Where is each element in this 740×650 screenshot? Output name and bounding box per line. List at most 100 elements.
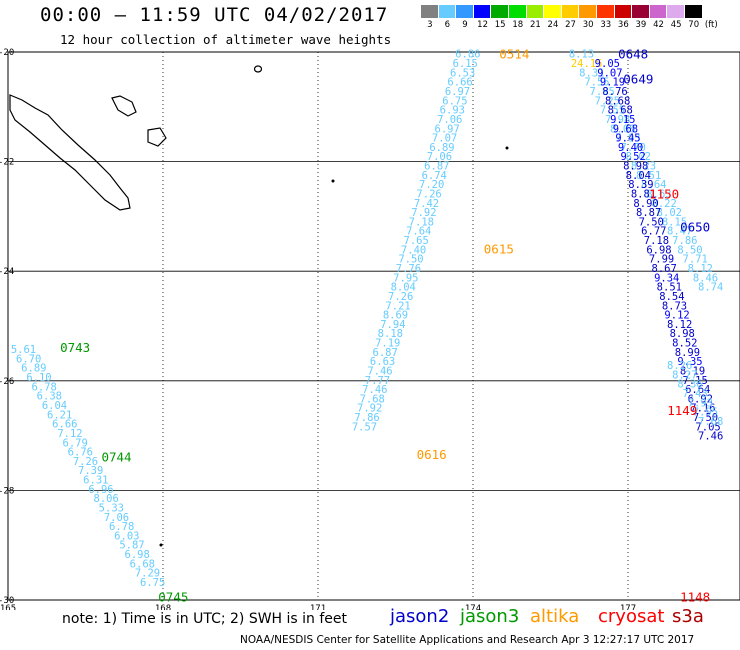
pass-time-label: 1150 bbox=[649, 186, 679, 201]
swh-value: 8.69 bbox=[383, 310, 408, 322]
x-tick-label: 171 bbox=[310, 604, 326, 610]
swh-value: 6.66 bbox=[52, 419, 77, 431]
legend-altika: altika bbox=[530, 606, 580, 627]
legend-swatch bbox=[579, 5, 597, 18]
swh-value: 7.26 bbox=[416, 188, 441, 200]
legend-swatch-label: 36 bbox=[617, 20, 629, 30]
swh-value: 7.68 bbox=[360, 393, 385, 405]
swh-value: 6.68 bbox=[130, 558, 155, 570]
swh-value: 6.66 bbox=[447, 77, 472, 89]
swh-value: 7.86 bbox=[672, 235, 697, 247]
swh-value: 7.16 bbox=[690, 403, 715, 415]
swh-value: 9.34 bbox=[654, 272, 679, 284]
pass-time-label: 0743 bbox=[60, 340, 90, 355]
swh-value: 7.76 bbox=[396, 263, 421, 275]
swh-value: 6.97 bbox=[445, 86, 470, 98]
legend-swatch bbox=[438, 5, 457, 18]
swh-value: 7.55 bbox=[584, 77, 609, 89]
pass-time-label: 0648 bbox=[618, 47, 648, 62]
pass-time-label: 0615 bbox=[484, 241, 514, 256]
legend-swatch-label: 6 bbox=[444, 20, 451, 30]
swh-value: 8.74 bbox=[698, 282, 723, 294]
legend-s3a: s3a bbox=[672, 606, 704, 627]
swh-value: 8.06 bbox=[94, 493, 119, 505]
swh-value: 8.81 bbox=[631, 188, 656, 200]
swh-value: 7.93 bbox=[615, 133, 640, 145]
swh-value: 7.07 bbox=[432, 133, 457, 145]
swh-value: 7.55 bbox=[600, 105, 625, 117]
swh-value: 8.90 bbox=[633, 198, 658, 210]
swh-value: 7.15 bbox=[683, 375, 708, 387]
swh-value: 8.54 bbox=[659, 291, 684, 303]
swh-value: 7.86 bbox=[354, 412, 379, 424]
swh-value: 7.25 bbox=[595, 95, 620, 107]
legend-swatch bbox=[544, 5, 562, 18]
swh-value: 8.47 bbox=[667, 226, 692, 238]
legend-swatch-label: 70 bbox=[688, 20, 700, 30]
island-dot bbox=[331, 179, 335, 183]
swh-value: 7.68 bbox=[698, 416, 723, 428]
legend-swatch-label: 45 bbox=[670, 20, 682, 30]
swh-value: 7.99 bbox=[649, 254, 674, 266]
swh-value: 8.63 bbox=[646, 188, 671, 200]
swh-value: 8.68 bbox=[608, 105, 633, 117]
legend-swatch-label: 30 bbox=[582, 20, 594, 30]
island-outline bbox=[253, 65, 263, 73]
swh-value: 6.53 bbox=[450, 67, 475, 79]
swh-value: 7.43 bbox=[683, 388, 708, 400]
swh-value: 7.46 bbox=[362, 384, 387, 396]
swh-value: 6.15 bbox=[453, 58, 478, 70]
swh-value: 8.26 bbox=[667, 360, 692, 372]
swh-value: 7.92 bbox=[411, 207, 436, 219]
swh-value: 7.06 bbox=[437, 114, 462, 126]
legend-swatch bbox=[456, 5, 474, 18]
swh-value: 8.51 bbox=[657, 282, 682, 294]
legend-swatch-label: 39 bbox=[635, 20, 647, 30]
pass-time-label: 0744 bbox=[101, 450, 131, 465]
swh-value: 8.04 bbox=[626, 170, 651, 182]
swh-value: 6.70 bbox=[16, 353, 41, 365]
swh-value: 6.64 bbox=[685, 384, 710, 396]
swh-value: 6.79 bbox=[63, 437, 88, 449]
x-tick-label: 177 bbox=[620, 604, 636, 610]
swh-value: 8.19 bbox=[680, 365, 705, 377]
swh-value: 7.50 bbox=[639, 216, 664, 228]
swh-value: 8.12 bbox=[688, 263, 713, 275]
pass-time-label: 0514 bbox=[499, 47, 529, 62]
legend-swatch-label: 9 bbox=[462, 20, 468, 30]
y-tick-label: -20 bbox=[0, 48, 14, 58]
swh-value: 7.06 bbox=[104, 512, 129, 524]
legend-jason2: jason2 bbox=[390, 606, 450, 627]
legend-cryosat: cryosat bbox=[598, 606, 665, 627]
swh-value: 8.18 bbox=[378, 328, 403, 340]
swh-value: 7.39 bbox=[78, 465, 103, 477]
legend-swatches bbox=[421, 5, 720, 18]
swh-value: 8.13 bbox=[569, 49, 594, 61]
swh-value: 8.22 bbox=[652, 198, 677, 210]
swh-value: 24.15 bbox=[571, 58, 603, 70]
swh-value: 9.15 bbox=[610, 114, 635, 126]
y-tick-label: -22 bbox=[0, 158, 14, 168]
swh-value: 7.12 bbox=[57, 428, 82, 440]
swh-value: 8.98 bbox=[623, 161, 648, 173]
swh-value: 6.75 bbox=[140, 577, 165, 589]
swh-value: 7.18 bbox=[644, 235, 669, 247]
swh-value: 8.23 bbox=[631, 161, 656, 173]
swh-value: 7.21 bbox=[385, 300, 410, 312]
swh-value: 6.89 bbox=[429, 142, 454, 154]
legend-swatch bbox=[596, 5, 615, 18]
swh-value: 7.40 bbox=[401, 244, 426, 256]
swh-value: 6.10 bbox=[26, 372, 51, 384]
swh-value: 9.40 bbox=[618, 142, 643, 154]
swh-value: 7.65 bbox=[404, 235, 429, 247]
swh-value: 8.51 bbox=[636, 170, 661, 182]
swh-value: 9.45 bbox=[615, 133, 640, 145]
swh-value: 6.31 bbox=[83, 475, 108, 487]
swh-value: 8.12 bbox=[667, 319, 692, 331]
map-plot: 165168171174177-20-22-24-26-28-305.616.7… bbox=[0, 47, 740, 610]
swh-value: 7.50 bbox=[398, 254, 423, 266]
pass-time-label: 0745 bbox=[158, 589, 188, 604]
swh-value: 9.05 bbox=[595, 58, 620, 70]
swh-value: 6.93 bbox=[440, 105, 465, 117]
